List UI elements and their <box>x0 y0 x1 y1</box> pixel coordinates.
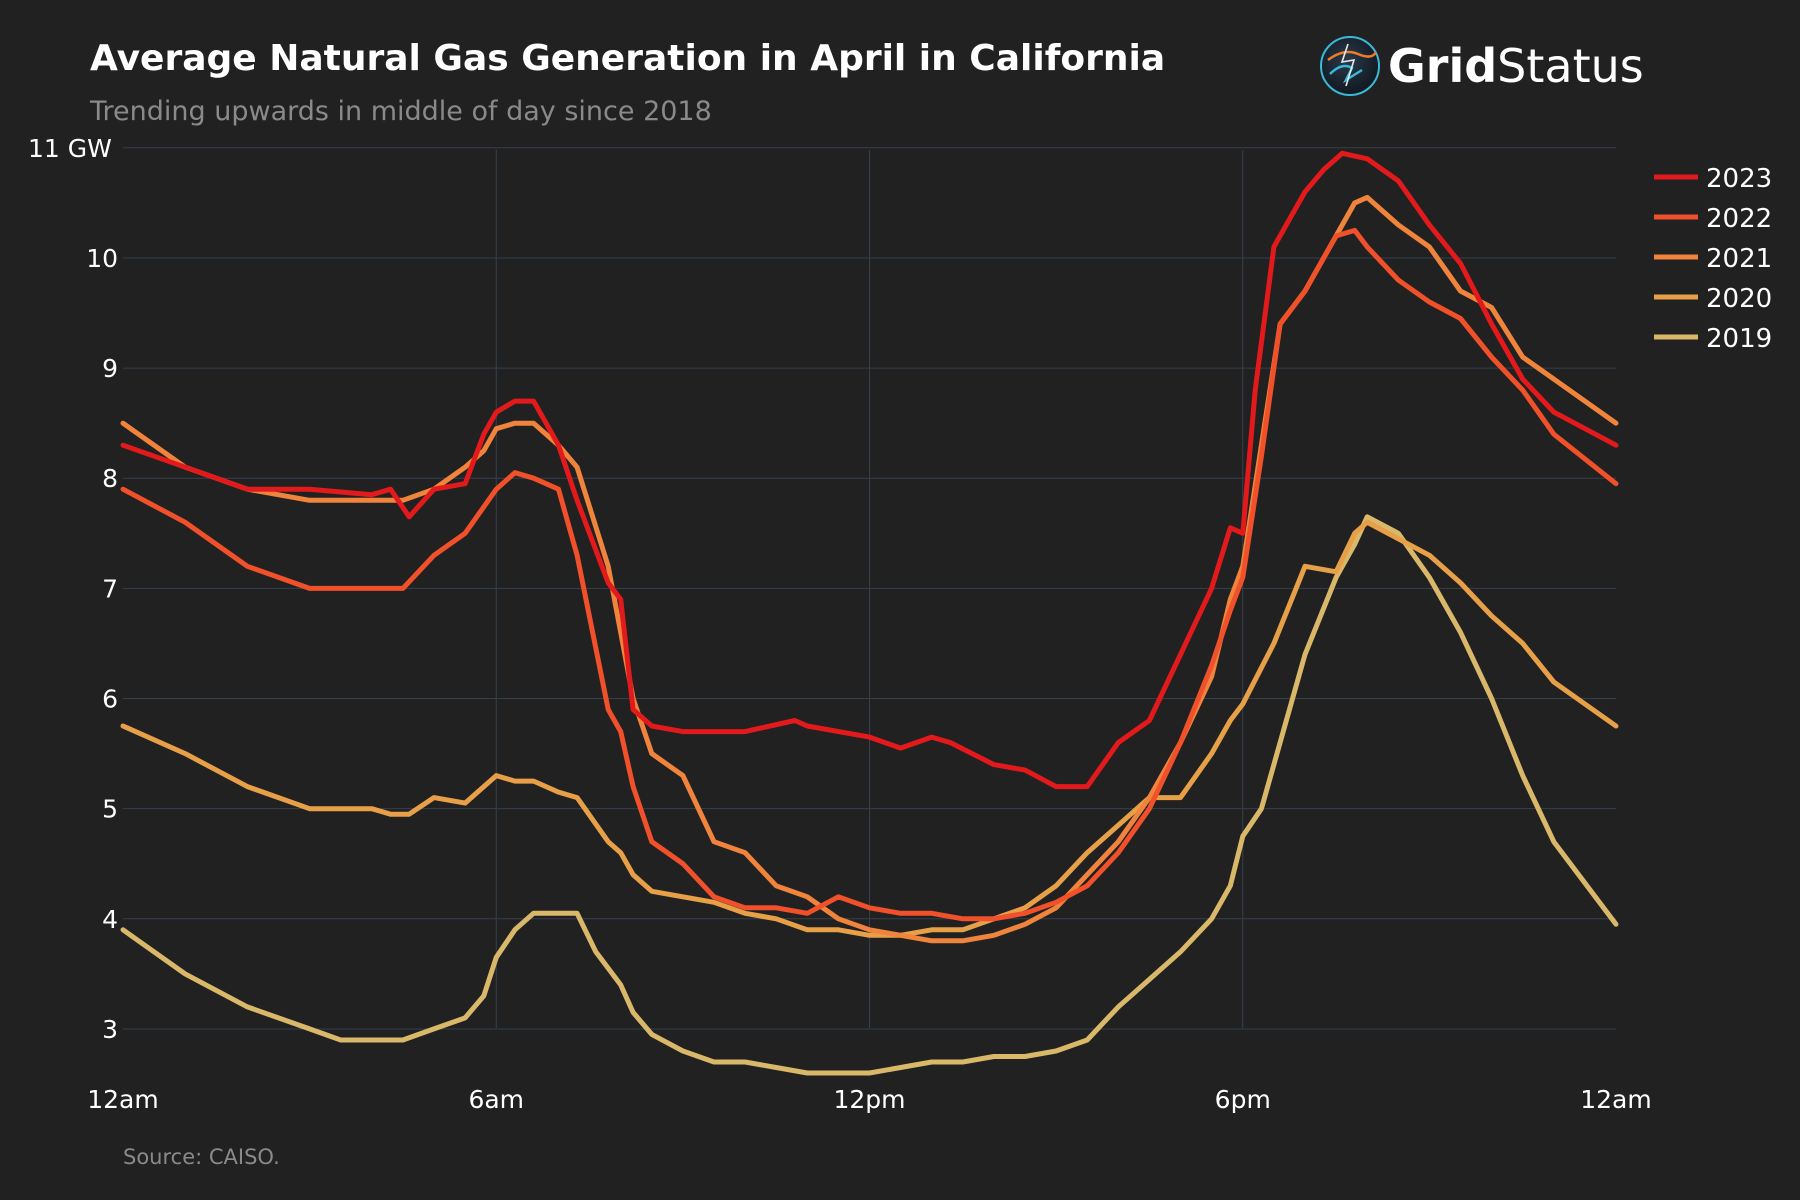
y-tick-label: 3 <box>102 1015 118 1044</box>
legend-label-2023: 2023 <box>1706 164 1772 194</box>
x-tick-label: 12pm <box>833 1085 905 1114</box>
series-line-2023 <box>120 150 1619 790</box>
x-tick-label: 6am <box>468 1085 524 1114</box>
y-tick-label: 4 <box>102 905 118 934</box>
source-note: Source: CAISO. <box>123 1145 280 1169</box>
y-tick-label: 7 <box>102 574 118 603</box>
legend-label-2020: 2020 <box>1706 284 1772 314</box>
chart-title: Average Natural Gas Generation in April … <box>90 38 1166 79</box>
y-tick-label: 8 <box>102 464 118 493</box>
logo-word-light: Status <box>1497 39 1644 93</box>
legend-layer: 2023 2022 2021 2020 2019 <box>1654 164 1772 354</box>
axis-layer: 3 4 5 6 7 8 9 10 11 GW 12am 6am 12pm 6pm 12am <box>28 134 1652 1114</box>
legend-label-2019: 2019 <box>1706 324 1772 354</box>
legend-label-2021: 2021 <box>1706 244 1772 274</box>
series-line-2019 <box>120 514 1619 1076</box>
legend-label-2022: 2022 <box>1706 204 1772 234</box>
series-line-2022 <box>120 227 1619 922</box>
y-tick-label: 9 <box>102 354 118 383</box>
y-tick-label: 5 <box>102 795 118 824</box>
logo-word-bold: Grid <box>1388 39 1498 93</box>
gridstatus-logo: GridStatus <box>1318 34 1644 98</box>
series-layer <box>120 150 1619 1076</box>
y-tick-label: 6 <box>102 685 118 714</box>
lightning-globe-icon <box>1320 36 1380 96</box>
y-tick-label: 11 GW <box>28 134 112 163</box>
y-tick-label: 10 <box>86 244 118 273</box>
x-tick-label: 6pm <box>1215 1085 1271 1114</box>
series-line-2021 <box>120 194 1619 944</box>
x-tick-label: 12am <box>87 1085 158 1114</box>
x-tick-label: 12am <box>1580 1085 1651 1114</box>
chart-subtitle: Trending upwards in middle of day since … <box>90 96 712 127</box>
series-line-2020 <box>120 519 1619 938</box>
